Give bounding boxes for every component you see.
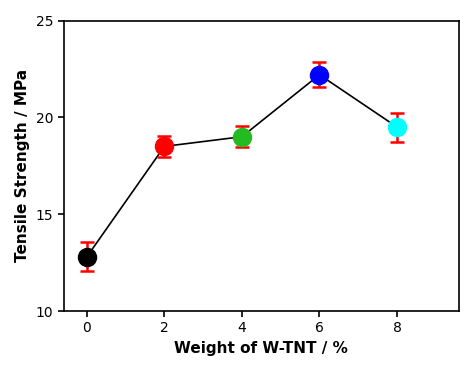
X-axis label: Weight of W-TNT / %: Weight of W-TNT / % bbox=[174, 341, 348, 356]
Y-axis label: Tensile Strength / MPa: Tensile Strength / MPa bbox=[15, 69, 30, 262]
